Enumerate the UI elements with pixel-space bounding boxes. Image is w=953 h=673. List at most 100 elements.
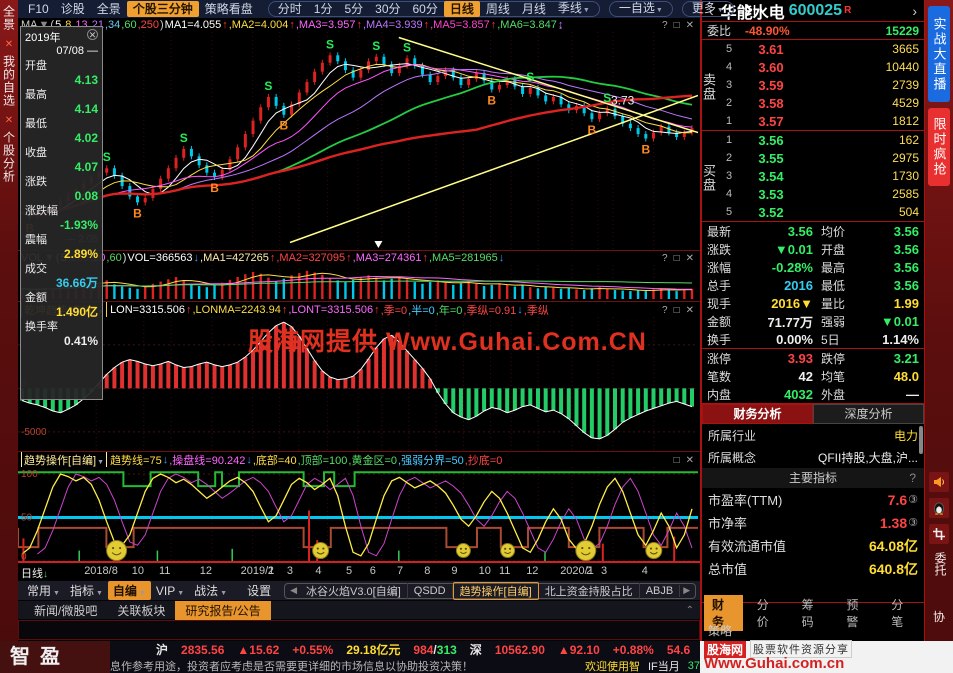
- close-icon[interactable]: ✕: [685, 454, 694, 466]
- toolbar-item-F10[interactable]: F10: [28, 2, 49, 16]
- sell-row[interactable]: 1 3.57 1812: [702, 112, 924, 130]
- indicator-selector[interactable]: 趋势操作[自编]▼: [21, 452, 108, 467]
- sell-row[interactable]: 2 3.58 4529: [702, 94, 924, 112]
- period-60分[interactable]: 60分: [412, 2, 438, 16]
- maximize-icon[interactable]: □: [673, 304, 680, 316]
- maximize-icon[interactable]: □: [673, 454, 680, 466]
- info-row[interactable]: 所属行业 电力: [702, 424, 924, 446]
- toolbar-item-个股三分钟[interactable]: 个股三分钟: [126, 1, 199, 17]
- level: 1: [725, 115, 733, 127]
- period-日线[interactable]: 日线: [443, 1, 480, 17]
- period-季线[interactable]: 季线▼: [557, 0, 590, 15]
- period-5分[interactable]: 5分: [344, 2, 364, 16]
- maximize-icon[interactable]: □: [673, 253, 680, 264]
- price: 3.54: [758, 168, 784, 184]
- help-icon[interactable]: ?: [662, 253, 668, 264]
- toolbar-item-诊股[interactable]: 诊股: [60, 2, 85, 16]
- menu-指标[interactable]: 指标 ▼: [69, 584, 103, 598]
- timeline-tick: 2: [267, 565, 274, 577]
- tab-深度分析[interactable]: 深度分析: [813, 404, 924, 424]
- stock-code: 600025: [788, 1, 843, 19]
- settings-button[interactable]: 设置: [247, 584, 272, 598]
- indicator-value: ,MA4=3.939: [362, 19, 423, 31]
- tab-分价[interactable]: 分价: [756, 597, 769, 629]
- timeline-tick: 10: [478, 565, 491, 577]
- tab-预警[interactable]: 预警: [846, 597, 859, 629]
- megaphone-icon[interactable]: [929, 472, 949, 492]
- left-tab-strip: 全景 ✕ 我的自选 ✕ 个股分析: [0, 0, 18, 641]
- tab-研究报告/公告[interactable]: 研究报告/公告: [175, 600, 271, 620]
- close-icon[interactable]: ✕: [685, 304, 694, 316]
- buy-row[interactable]: 5 3.52 504: [702, 203, 924, 221]
- period-周线[interactable]: 周线: [485, 2, 510, 16]
- chevron-down-icon: ▼: [97, 458, 105, 466]
- scrollbar-thumb[interactable]: [919, 426, 923, 454]
- indicator-tab[interactable]: 趋势操作[自编]: [452, 581, 539, 600]
- collapse-icon[interactable]: ⌃: [685, 604, 694, 616]
- buy-row[interactable]: 4 3.53 2585: [702, 185, 924, 203]
- live-broadcast-button[interactable]: 实战大直播: [928, 6, 950, 102]
- sz-index-name[interactable]: 深: [469, 643, 482, 657]
- order-entry-button[interactable]: 委托: [933, 552, 947, 576]
- tab-新闻/微股吧[interactable]: 新闻/微股吧: [34, 603, 98, 618]
- indicator-value: ↑: [222, 19, 228, 31]
- tab-关联板块[interactable]: 关联板块: [117, 603, 166, 618]
- buy-row[interactable]: 2 3.55 2975: [702, 149, 924, 167]
- sh-index-name[interactable]: 沪: [156, 643, 169, 657]
- menu-VIP[interactable]: VIP ▼: [155, 583, 185, 598]
- left-tab-2[interactable]: 个股分析: [1, 131, 16, 183]
- next-icon[interactable]: ▶: [683, 585, 691, 595]
- next-stock-icon[interactable]: ›: [912, 2, 917, 19]
- tab-财务分析[interactable]: 财务分析: [702, 404, 813, 424]
- sell-row[interactable]: 4 3.60 10440: [702, 58, 924, 76]
- menu-自编[interactable]: 自编 ▼: [107, 581, 151, 600]
- period-label[interactable]: 日线↓: [21, 568, 48, 580]
- tooltip-row: 涨跌 0.08: [25, 175, 98, 204]
- menu-战法[interactable]: 战法 ▼: [194, 584, 228, 598]
- close-icon[interactable]: ✕: [87, 29, 98, 40]
- period-分时[interactable]: 分时: [277, 2, 302, 16]
- indicator-value: ↓: [246, 453, 252, 466]
- info-value: QFII持股,大盘,沪...: [817, 450, 918, 465]
- help-icon[interactable]: ?: [909, 471, 916, 485]
- partial-button[interactable]: 协: [933, 610, 946, 624]
- stat-value: 3.56: [787, 223, 813, 239]
- toolbar-item-更多[interactable]: 更多▼: [691, 0, 724, 15]
- sell-row[interactable]: 3 3.59 2739: [702, 76, 924, 94]
- tab-筹码[interactable]: 筹码: [801, 597, 814, 629]
- tab-分笔[interactable]: 分笔: [891, 597, 904, 629]
- indicator-tab[interactable]: ABJB: [640, 584, 681, 597]
- flash-sale-button[interactable]: 限时疯抢: [928, 108, 950, 186]
- tab-财务[interactable]: 财务: [704, 594, 743, 631]
- period-30分[interactable]: 30分: [375, 2, 401, 16]
- toolbar-item-策略看盘[interactable]: 策略看盘: [204, 2, 253, 16]
- toolbar-item-全景[interactable]: 全景: [96, 2, 121, 16]
- info-row[interactable]: 所属概念 QFII持股,大盘,沪...: [702, 446, 924, 468]
- svg-text:100: 100: [21, 469, 38, 480]
- toolbar-item-一自选[interactable]: 一自选▼: [618, 0, 663, 15]
- help-icon[interactable]: ?: [662, 304, 668, 316]
- indicator-tab[interactable]: 冰谷火焰V3.0[自编]: [300, 582, 408, 599]
- penguin-icon[interactable]: [929, 498, 949, 518]
- help-icon[interactable]: ?: [662, 20, 668, 31]
- close-icon[interactable]: ✕: [4, 39, 14, 50]
- metric-label: 总市值: [708, 562, 748, 577]
- indicator-tab[interactable]: 北上资金持股占比: [539, 582, 640, 599]
- menu-常用[interactable]: 常用 ▼: [27, 584, 60, 598]
- period-月线[interactable]: 月线: [521, 2, 546, 16]
- close-icon[interactable]: ✕: [685, 20, 694, 31]
- collapse-panel-icon[interactable]: ❯|: [743, 3, 757, 16]
- maximize-icon[interactable]: □: [673, 20, 680, 31]
- buy-row[interactable]: 1 3.56 162: [702, 131, 924, 149]
- prev-stock-icon[interactable]: ‹: [709, 2, 714, 19]
- sell-row[interactable]: 5 3.61 3665: [702, 40, 924, 58]
- buy-row[interactable]: 3 3.54 1730: [702, 167, 924, 185]
- close-icon[interactable]: ✕: [4, 115, 14, 126]
- period-1分[interactable]: 1分: [313, 2, 333, 16]
- close-icon[interactable]: ✕: [685, 253, 694, 264]
- prev-icon[interactable]: ◀: [290, 585, 298, 595]
- left-tab-0[interactable]: 全景: [1, 5, 16, 31]
- indicator-tab[interactable]: QSDD: [408, 584, 453, 597]
- crop-icon[interactable]: [929, 524, 949, 544]
- left-tab-1[interactable]: 我的自选: [1, 55, 16, 107]
